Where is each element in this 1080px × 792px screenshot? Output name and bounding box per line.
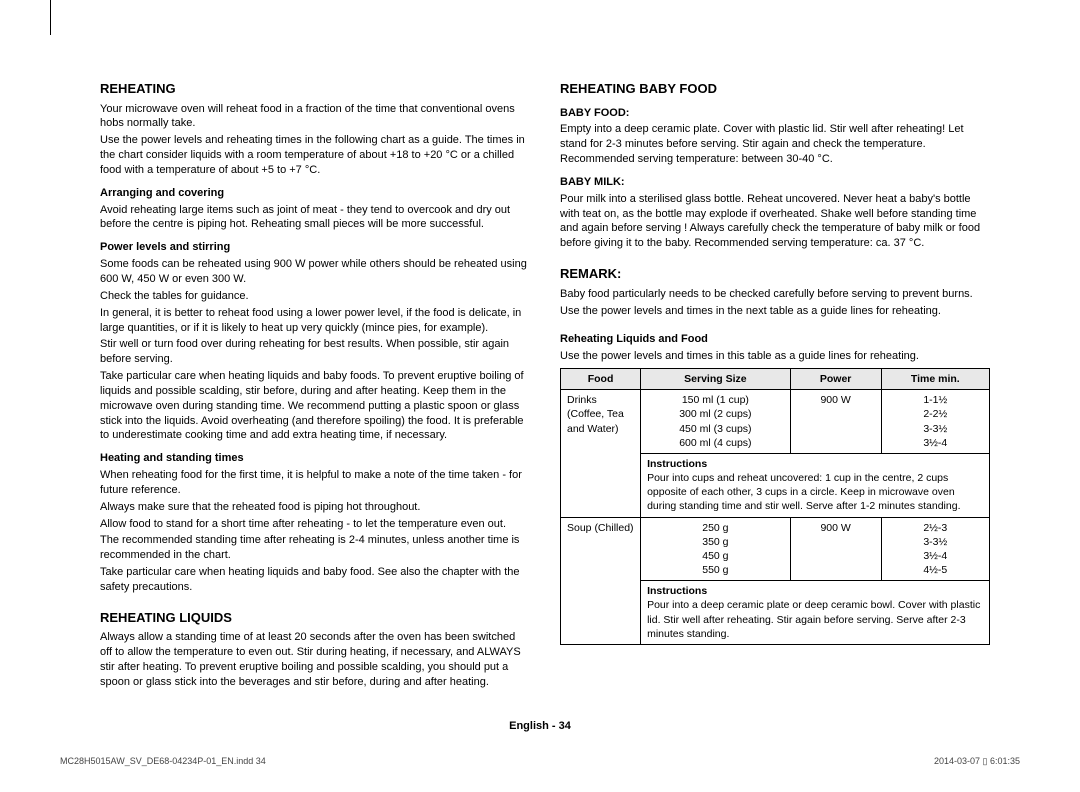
th-size: Serving Size [641,369,791,390]
instr-label: Instructions [647,585,707,597]
instr-text: Pour into a deep ceramic plate or deep c… [647,599,980,639]
para: Pour milk into a sterilised glass bottle… [560,192,990,251]
page-content: REHEATING Your microwave oven will rehea… [0,0,1080,734]
para: In general, it is better to reheat food … [100,306,530,336]
heading-reheating: REHEATING [100,80,530,98]
para: Use the power levels and times in the ne… [560,304,990,319]
subhead-power: Power levels and stirring [100,240,530,255]
cell-soup-label: Soup (Chilled) [561,517,641,644]
subhead-babymilk: BABY MILK: [560,175,990,190]
subhead-heating: Heating and standing times [100,451,530,466]
para: Some foods can be reheated using 900 W p… [100,257,530,287]
heading-liquids: REHEATING LIQUIDS [100,609,530,627]
para: Avoid reheating large items such as join… [100,203,530,233]
para: The recommended standing time after rehe… [100,533,530,563]
cell-drinks-power: 900 W [790,390,881,454]
para: Check the tables for guidance. [100,289,530,304]
subhead-arranging: Arranging and covering [100,186,530,201]
para: Take particular care when heating liquid… [100,369,530,443]
para: Baby food particularly needs to be check… [560,287,990,302]
footer-timestamp: 2014-03-07 ▯ 6:01:35 [934,756,1020,767]
th-power: Power [790,369,881,390]
cell-drinks-instr: Instructions Pour into cups and reheat u… [641,453,990,517]
cell-drinks-times: 1-1½ 2-2½ 3-3½ 3½-4 [881,390,989,454]
para: Always allow a standing time of at least… [100,630,530,689]
th-food: Food [561,369,641,390]
cell-soup-power: 900 W [790,517,881,581]
para: Allow food to stand for a short time aft… [100,517,530,532]
page-number: English - 34 [0,720,1080,732]
para: Use the power levels and times in this t… [560,349,990,364]
instr-text: Pour into cups and reheat uncovered: 1 c… [647,472,960,512]
cell-soup-times: 2½-3 3-3½ 3½-4 4½-5 [881,517,989,581]
subhead-babyfood: BABY FOOD: [560,106,990,121]
table-heading: Reheating Liquids and Food [560,332,990,347]
footer-filename: MC28H5015AW_SV_DE68-04234P-01_EN.indd 34 [60,756,266,767]
cell-drinks-sizes: 150 ml (1 cup) 300 ml (2 cups) 450 ml (3… [641,390,791,454]
left-column: REHEATING Your microwave oven will rehea… [100,80,530,704]
cell-soup-instr: Instructions Pour into a deep ceramic pl… [641,581,990,645]
right-column: REHEATING BABY FOOD BABY FOOD: Empty int… [560,80,990,704]
para: Take particular care when heating liquid… [100,565,530,595]
para: Use the power levels and reheating times… [100,133,530,178]
cell-soup-sizes: 250 g 350 g 450 g 550 g [641,517,791,581]
para: Empty into a deep ceramic plate. Cover w… [560,122,990,167]
instr-label: Instructions [647,458,707,470]
para: Stir well or turn food over during rehea… [100,337,530,367]
reheating-table: Food Serving Size Power Time min. Drinks… [560,368,990,645]
para: Your microwave oven will reheat food in … [100,102,530,132]
print-footer: MC28H5015AW_SV_DE68-04234P-01_EN.indd 34… [60,756,1020,767]
heading-remark: REMARK: [560,265,990,283]
heading-babyfood: REHEATING BABY FOOD [560,80,990,98]
cell-drinks-label: Drinks (Coffee, Tea and Water) [561,390,641,517]
th-time: Time min. [881,369,989,390]
para: Always make sure that the reheated food … [100,500,530,515]
para: When reheating food for the first time, … [100,468,530,498]
